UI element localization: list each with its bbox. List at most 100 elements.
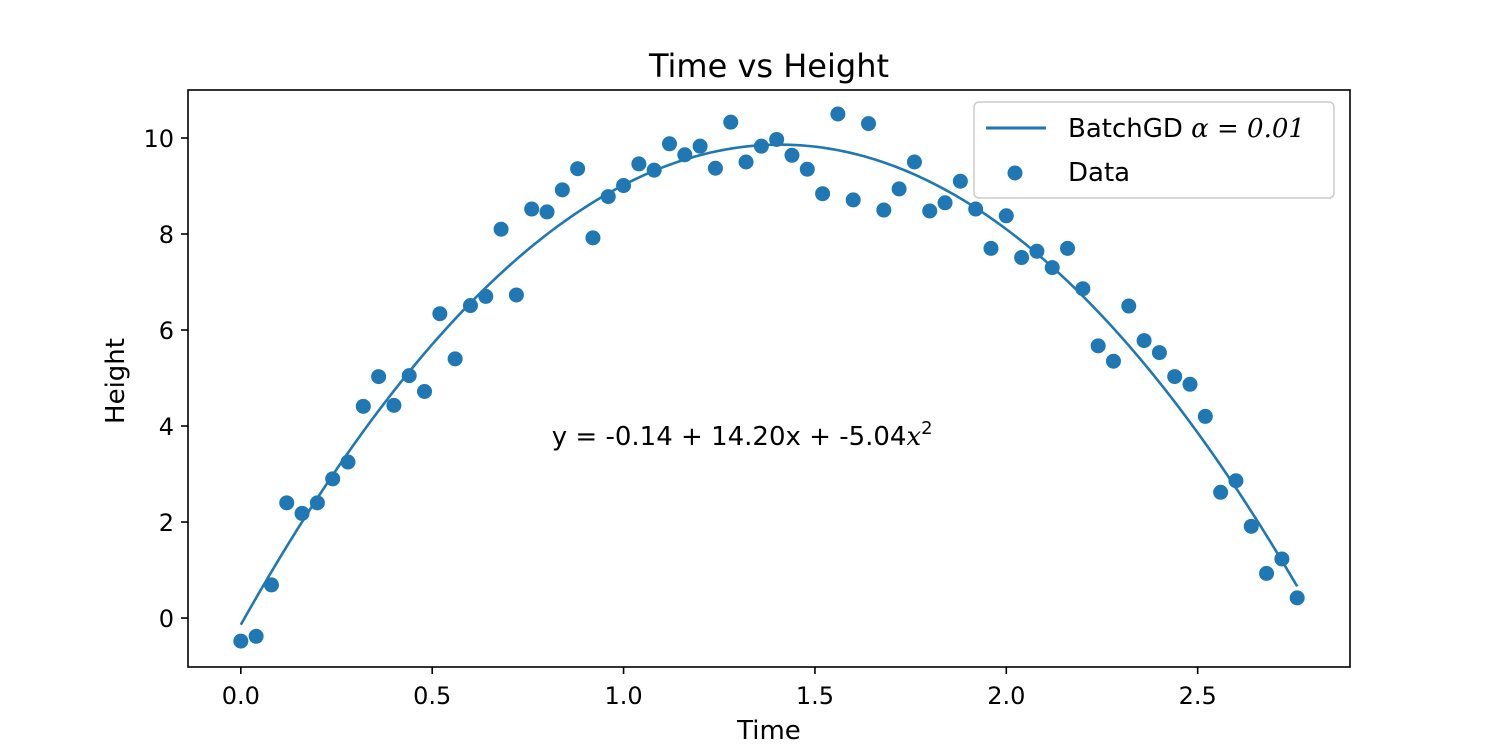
data-point — [1259, 565, 1275, 581]
data-point — [784, 147, 800, 163]
data-point — [1029, 243, 1045, 259]
data-point — [524, 201, 540, 217]
data-point — [1121, 298, 1137, 314]
data-point — [493, 221, 509, 237]
data-point — [1182, 376, 1198, 392]
fit-curve-layer — [239, 143, 1299, 626]
data-point — [432, 306, 448, 322]
x-axis: 0.0 0.5 1.0 1.5 2.0 2.5 — [222, 667, 1217, 710]
data-point — [906, 154, 922, 170]
data-point — [1044, 260, 1060, 276]
data-point — [631, 156, 647, 172]
y-tick-label: 2 — [159, 509, 174, 537]
data-point — [263, 577, 279, 593]
data-point — [294, 505, 310, 521]
fit-curve — [239, 143, 1299, 626]
data-point — [677, 147, 693, 163]
y-tick-label: 4 — [159, 413, 174, 441]
annotation-exponent: 2 — [921, 418, 932, 439]
chart-title: Time vs Height — [648, 47, 889, 85]
data-point — [738, 154, 754, 170]
data-point — [661, 136, 677, 152]
data-point — [600, 189, 616, 205]
data-point — [386, 397, 402, 413]
data-point — [845, 192, 861, 208]
annotation-text: y = -0.14 + 14.20x + -5.04 — [552, 422, 907, 452]
data-point — [1167, 369, 1183, 385]
annotation-var: x — [906, 422, 921, 452]
data-point — [998, 208, 1014, 224]
data-point — [1213, 484, 1229, 500]
data-point — [478, 288, 494, 304]
data-point — [340, 454, 356, 470]
data-point — [753, 138, 769, 154]
data-point — [279, 495, 295, 511]
data-point — [891, 181, 907, 197]
data-point — [325, 471, 341, 487]
data-point — [417, 383, 433, 399]
data-point — [723, 114, 739, 130]
data-point — [1105, 353, 1121, 369]
data-point — [968, 201, 984, 217]
data-point — [462, 298, 478, 314]
data-point — [1197, 408, 1213, 424]
data-point — [355, 398, 371, 414]
plot-frame — [187, 89, 1351, 668]
data-point — [371, 369, 387, 385]
data-point — [508, 287, 524, 303]
data-point — [922, 203, 938, 219]
y-tick-label: 0 — [159, 605, 174, 633]
data-point — [876, 202, 892, 218]
x-tick-label: 1.0 — [604, 682, 642, 710]
data-point — [1136, 333, 1152, 349]
x-tick-label: 2.5 — [1179, 682, 1217, 710]
x-tick-label: 1.5 — [796, 682, 834, 710]
data-point — [447, 351, 463, 367]
data-point — [233, 633, 249, 649]
legend-marker-swatch — [1007, 165, 1023, 181]
data-point — [707, 160, 723, 176]
data-point — [616, 178, 632, 194]
y-tick-label: 10 — [143, 125, 174, 153]
data-point — [1289, 590, 1305, 606]
equation-annotation: y = -0.14 + 14.20x + -5.04x2 — [552, 418, 933, 452]
legend-box — [973, 101, 1335, 199]
data-point — [585, 230, 601, 246]
x-tick-label: 0.0 — [222, 682, 260, 710]
x-tick-label: 2.0 — [987, 682, 1025, 710]
data-point — [401, 368, 417, 384]
data-point — [646, 162, 662, 178]
data-point — [983, 240, 999, 256]
data-point — [692, 138, 708, 154]
data-point — [539, 204, 555, 220]
legend: BatchGD α = 0.01 Data — [973, 101, 1335, 199]
data-point — [952, 173, 968, 189]
legend-label-math: α = 0.01 — [1191, 114, 1305, 144]
y-axis-label: Height — [101, 338, 131, 424]
data-point — [861, 116, 877, 132]
data-point — [554, 182, 570, 198]
data-point — [1060, 240, 1076, 256]
y-axis: 0 2 4 6 8 10 — [143, 125, 188, 633]
y-tick-label: 6 — [159, 317, 174, 345]
data-point — [830, 106, 846, 122]
legend-label-plain: BatchGD — [1068, 114, 1191, 144]
data-point — [1014, 250, 1030, 266]
data-point — [1274, 551, 1290, 567]
x-axis-label: Time — [736, 716, 801, 746]
data-point — [769, 131, 785, 147]
data-points-layer — [233, 106, 1305, 649]
data-point — [1075, 281, 1091, 297]
legend-label-batchgd: BatchGD α = 0.01 — [1068, 114, 1305, 144]
data-point — [815, 186, 831, 202]
x-tick-label: 0.5 — [413, 682, 451, 710]
data-point — [1151, 345, 1167, 361]
data-point — [799, 161, 815, 177]
data-point — [1228, 473, 1244, 489]
legend-label-data: Data — [1068, 158, 1130, 188]
data-point — [1090, 338, 1106, 354]
data-point — [248, 628, 264, 644]
data-point — [570, 161, 586, 177]
y-tick-label: 8 — [159, 221, 174, 249]
